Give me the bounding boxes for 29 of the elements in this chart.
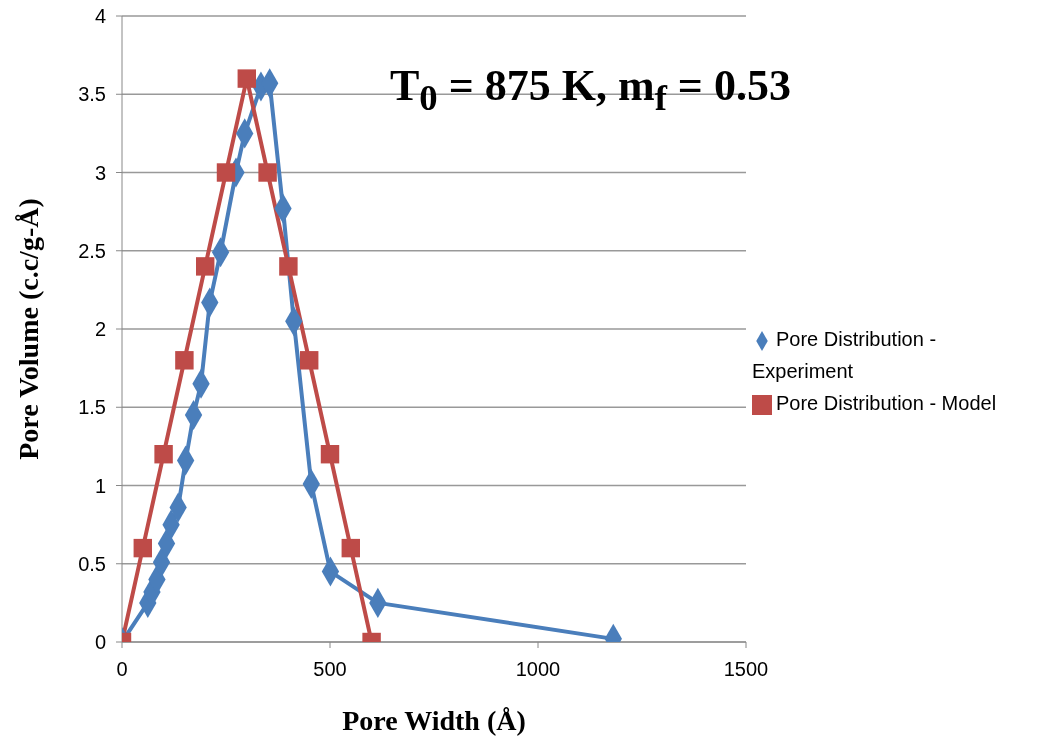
point: [154, 444, 173, 464]
point: [216, 163, 236, 182]
x-tick-label: 1000: [515, 658, 561, 681]
point: [258, 163, 277, 182]
y-tick-label: 4: [94, 5, 106, 28]
y-axis-title: Pore Volume (c.c/g-Å): [12, 198, 44, 460]
point: [195, 257, 215, 276]
y-tick-label: 3.5: [78, 83, 106, 106]
y-tick-label: 0: [94, 631, 106, 654]
legend-label: Pore Distribution - Model: [776, 392, 997, 414]
point: [320, 444, 340, 464]
y-tick-label: 0.5: [78, 552, 106, 575]
y-tick-label: 2: [94, 318, 106, 341]
point: [341, 538, 361, 558]
y-tick-label: 1.5: [78, 396, 106, 419]
legend-label: Pore Distribution - Experiment: [752, 328, 937, 382]
x-axis-title: Pore Width (Å): [342, 705, 526, 736]
y-tick-label: 1: [94, 474, 106, 497]
point: [279, 257, 298, 276]
point: [237, 69, 257, 88]
y-tick-label: 3: [94, 161, 106, 184]
x-tick-label: 0: [116, 658, 128, 681]
point: [175, 351, 194, 370]
y-tick-label: 2.5: [78, 239, 106, 262]
x-tick-label: 1500: [723, 658, 769, 681]
x-tick-label: 500: [313, 658, 347, 681]
point: [133, 538, 153, 558]
text: T$_{0}$ = 875 K, m$_{f}$ = 0.53: [390, 60, 791, 119]
point: [299, 351, 319, 370]
